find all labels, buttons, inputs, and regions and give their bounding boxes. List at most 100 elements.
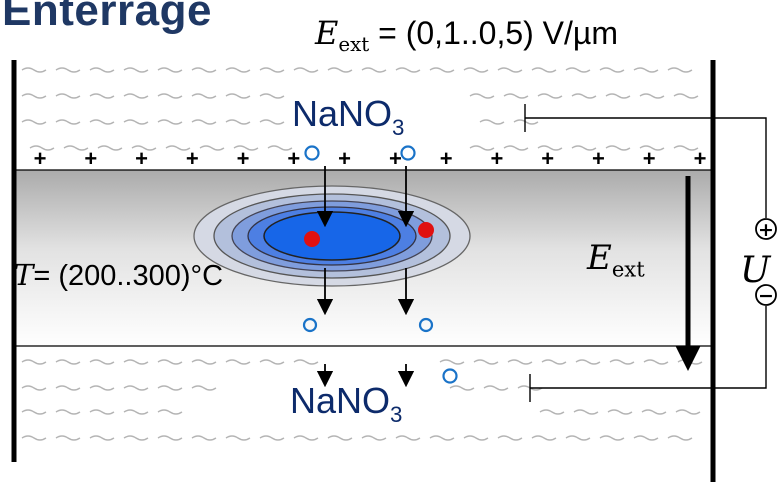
sodium-ion-circle	[302, 317, 318, 333]
electrolyte-wave	[123, 93, 149, 99]
electrolyte-wave	[497, 67, 523, 73]
electrolyte-wave	[21, 67, 47, 73]
electrolyte-wave	[191, 93, 217, 99]
electrolyte-wave	[531, 435, 557, 441]
electrolyte-wave	[191, 67, 217, 73]
electrolyte-wave	[479, 119, 505, 125]
plus-charge: +	[237, 146, 250, 171]
electrolyte-wave	[123, 67, 149, 73]
electrolyte-wave	[327, 67, 353, 73]
plus-charge: +	[490, 146, 503, 171]
electrolyte-wave	[573, 409, 599, 415]
electrolyte-top-waves	[21, 67, 699, 151]
top-wire	[525, 117, 767, 218]
electrolyte-wave	[21, 435, 47, 441]
field-arrow-label: Eext	[587, 238, 645, 282]
electrolyte-wave	[675, 409, 701, 415]
electrolyte-wave	[191, 385, 217, 391]
plus-charge: +	[34, 146, 47, 171]
electrolyte-wave	[507, 359, 533, 365]
electrolyte-wave	[429, 435, 455, 441]
electrolyte-wave	[89, 409, 115, 415]
electrolyte-wave	[439, 359, 465, 365]
slide-title: Enterrage	[2, 0, 212, 35]
nanoparticle-core	[263, 211, 401, 261]
electrolyte-wave	[633, 67, 659, 73]
electrolyte-wave	[267, 145, 293, 151]
electrolyte-wave	[607, 409, 633, 415]
electrolyte-wave	[469, 93, 495, 99]
silver-nanoparticle-cluster	[193, 185, 471, 287]
negative-terminal: −	[755, 284, 777, 307]
electrolyte-wave	[157, 409, 183, 415]
electrolyte-wave	[89, 119, 115, 125]
electrolyte-wave	[89, 435, 115, 441]
temperature-label: T= (200..300)°C	[14, 258, 224, 292]
plus-charge: +	[389, 146, 402, 171]
electrolyte-wave	[395, 435, 421, 441]
electrolyte-wave	[55, 67, 81, 73]
electrolyte-wave	[157, 359, 183, 365]
electrolyte-wave	[63, 145, 89, 151]
electrolyte-wave	[233, 145, 259, 151]
electrolyte-wave	[497, 435, 523, 441]
electrolyte-wave	[503, 93, 529, 99]
electrolyte-bottom-waves	[21, 359, 703, 441]
electrolyte-wave	[539, 409, 565, 415]
electrolyte-wave	[191, 435, 217, 441]
electrolyte-wave	[639, 145, 665, 151]
electrolyte-wave	[21, 119, 47, 125]
positive-terminal: +	[755, 218, 777, 241]
plus-charge: +	[287, 146, 300, 171]
electrolyte-wave	[531, 67, 557, 73]
svg-text:−: −	[758, 285, 774, 307]
electrolyte-wave	[473, 359, 499, 365]
field-strength-equation: Eext = (0,1..0,5) V/µm	[315, 14, 618, 56]
plus-charge: +	[84, 146, 97, 171]
plus-charge: +	[186, 146, 199, 171]
electrolyte-wave	[123, 409, 149, 415]
electrolyte-wave	[55, 385, 81, 391]
electrolyte-wave	[599, 435, 625, 441]
electrolyte-label-top: NaNO3	[292, 93, 405, 140]
electrolyte-wave	[55, 93, 81, 99]
electrolyte-wave	[123, 385, 149, 391]
electrolyte-wave	[29, 145, 55, 151]
electrolyte-label-bottom: NaNO3	[290, 380, 403, 427]
silver-ion-particle	[418, 222, 434, 238]
electrolyte-wave	[643, 359, 669, 365]
electrolyte-wave	[641, 409, 667, 415]
electrolyte-wave	[89, 359, 115, 365]
electrolyte-wave	[633, 435, 659, 441]
electrolyte-wave	[639, 93, 665, 99]
electrolyte-wave	[565, 67, 591, 73]
electrolyte-wave	[21, 385, 47, 391]
electrolyte-wave	[503, 145, 529, 151]
electrolyte-wave	[157, 385, 183, 391]
electrolyte-wave	[483, 385, 509, 391]
electrolyte-wave	[259, 93, 285, 99]
electrolyte-wave	[293, 67, 319, 73]
electrolyte-wave	[259, 435, 285, 441]
electrolyte-wave	[605, 145, 631, 151]
voltage-label: U	[740, 250, 771, 291]
electrolyte-wave	[395, 67, 421, 73]
electrolyte-wave	[537, 145, 563, 151]
electrolyte-wave	[55, 435, 81, 441]
electrolyte-wave	[293, 359, 319, 365]
electrolyte-wave	[157, 93, 183, 99]
electrolyte-wave	[225, 119, 251, 125]
electrolyte-wave	[225, 93, 251, 99]
electrolyte-wave	[361, 435, 387, 441]
plus-charge: +	[338, 146, 351, 171]
sodium-ion-circle	[400, 145, 416, 161]
electrolyte-wave	[537, 93, 563, 99]
electrolyte-wave	[165, 145, 191, 151]
electrolyte-wave	[667, 67, 693, 73]
sodium-ion-circle	[442, 368, 458, 384]
plus-charge: +	[541, 146, 554, 171]
electrolyte-wave	[55, 119, 81, 125]
plus-charge: +	[440, 146, 453, 171]
electrolyte-wave	[541, 359, 567, 365]
electrolyte-wave	[429, 67, 455, 73]
